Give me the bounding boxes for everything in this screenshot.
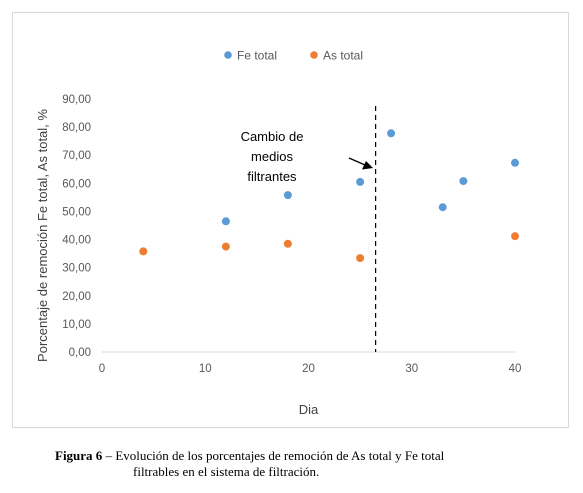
annotation-arrow-head	[362, 161, 373, 170]
legend-label: As total	[323, 49, 363, 63]
fe-total-point	[438, 203, 447, 212]
annotation-line: filtrantes	[247, 169, 297, 184]
data-points	[139, 129, 519, 263]
y-tick-label: 40,00	[62, 235, 91, 247]
fe-total-point	[511, 158, 519, 167]
y-tick-label: 60,00	[62, 178, 91, 190]
chart-area: Fe total As total 0,00 10,00 20,00 30,00 40,0…	[12, 12, 569, 428]
as-total-point	[283, 239, 292, 248]
y-tick-label: 0,00	[69, 347, 91, 359]
fe-total-point	[283, 191, 292, 200]
x-tick-label: 10	[199, 363, 212, 375]
caption-line-2: filtrables en el sistema de filtración.	[133, 464, 320, 479]
caption-line-1: – Evolución de los porcentajes de remoci…	[102, 448, 445, 463]
y-tick-label: 20,00	[62, 291, 91, 303]
x-tick-label: 0	[99, 363, 105, 375]
x-tick-label: 20	[302, 363, 315, 375]
annotation: Cambio de medios filtrantes	[241, 129, 373, 184]
y-tick-label: 70,00	[62, 150, 91, 162]
y-axis-ticks: 0,00 10,00 20,00 30,00 40,00 50,00 60,00 70,00 8…	[62, 94, 91, 359]
legend-marker	[310, 51, 318, 59]
as-total-point	[511, 232, 519, 241]
scatter-chart: Fe total As total 0,00 10,00 20,00 30,00 40,0…	[35, 49, 522, 418]
legend-marker	[224, 51, 232, 59]
figure-caption: Figura 6 – Evolución de los porcentajes …	[55, 448, 555, 480]
fe-total-point	[459, 177, 468, 186]
x-tick-label: 30	[405, 363, 418, 375]
fe-total-point	[221, 217, 230, 226]
y-tick-label: 50,00	[62, 206, 91, 218]
fe-total-point	[356, 177, 365, 186]
legend-label: Fe total	[237, 49, 277, 63]
x-tick-label: 40	[509, 363, 522, 375]
as-total-point	[221, 242, 230, 251]
annotation-line: medios	[251, 149, 293, 164]
y-tick-label: 10,00	[62, 319, 91, 331]
fe-total-point	[387, 129, 396, 138]
x-axis-ticks: 0 10 20 30 40	[99, 363, 522, 375]
annotation-arrow-shaft	[348, 157, 366, 166]
as-total-point	[356, 254, 365, 263]
y-axis-title: Porcentaje de remoción Fe total, As tota…	[35, 109, 50, 362]
annotation-line: Cambio de	[241, 129, 304, 144]
as-total-point	[139, 247, 148, 256]
x-axis-title: Dia	[299, 402, 319, 417]
y-tick-label: 90,00	[62, 94, 91, 106]
legend: Fe total As total	[224, 49, 363, 63]
caption-label: Figura 6	[55, 448, 103, 463]
y-tick-label: 30,00	[62, 263, 91, 275]
y-tick-label: 80,00	[62, 122, 91, 134]
